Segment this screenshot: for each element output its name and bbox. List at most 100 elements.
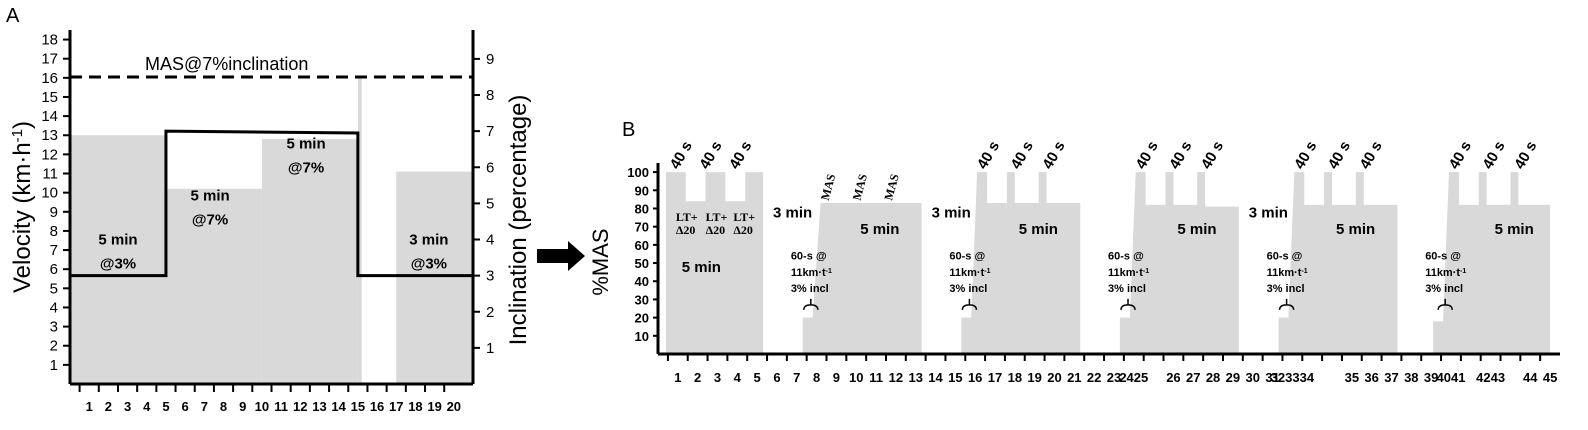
mas-label: MAS [881, 172, 902, 202]
forty-s-label: 40 s [1446, 138, 1475, 172]
b-y-tick-label: 90 [635, 183, 649, 198]
y-tick-label: 10 [41, 185, 58, 202]
b-x-tick-label: 45 [1543, 370, 1557, 385]
b-y-tick-label: 60 [635, 238, 649, 253]
y2-tick-label: 6 [486, 159, 494, 176]
b-y-tick-label: 20 [635, 311, 649, 326]
b-x-tick-label: 16 [968, 370, 982, 385]
b-x-tick-label: 35 [1345, 370, 1359, 385]
five-min-label: 5 min [1177, 221, 1216, 238]
five-min-label: 5 min [860, 221, 899, 238]
three-min-label: 3 min [932, 205, 971, 222]
x-tick-label: 6 [182, 399, 189, 414]
b-x-tick-label: 4041 [1437, 370, 1466, 385]
incl-label: 3% incl [791, 283, 829, 295]
b-y-tick-label: 50 [635, 256, 649, 271]
x-tick-label: 13 [312, 399, 326, 414]
x-tick-label: 20 [447, 399, 461, 414]
b-y-tick-label: 100 [627, 165, 649, 180]
session-block [1119, 172, 1239, 354]
forty-s-label: 40 s [1511, 138, 1540, 172]
three-min-label: 3 min [773, 205, 812, 222]
five-min-label: 5 min [1019, 221, 1058, 238]
x-tick-label: 2 [105, 399, 112, 414]
velocity-blocks [70, 77, 473, 385]
b-x-tick-label: 8 [813, 370, 820, 385]
y-tick-label: 8 [50, 223, 58, 240]
b-x-tick-label: 4243 [1476, 370, 1505, 385]
b-x-tick-label: 17 [988, 370, 1002, 385]
incl-label: 3% incl [1267, 283, 1305, 295]
brace-icon [1120, 298, 1136, 310]
b-y-tick-label: 80 [635, 201, 649, 216]
x-tick-label: 18 [408, 399, 422, 414]
b-x-tick-label: 29 [1226, 370, 1240, 385]
velocity-block [165, 188, 262, 384]
b-x-tick-label: 18 [1008, 370, 1022, 385]
x-tick-label: 3 [124, 399, 131, 414]
sixty-s-label: 60-s @ [791, 250, 827, 262]
y2-tick-label: 3 [486, 268, 494, 285]
five-min-label: 5 min [1495, 221, 1534, 238]
y-tick-label: 1 [50, 357, 58, 374]
b-x-tick-label: 323334 [1271, 370, 1315, 385]
x-tick-label: 17 [389, 399, 403, 414]
speed-label: 11km·t-1 [1108, 267, 1149, 279]
b-x-tick-label: 19 [1027, 370, 1041, 385]
session-block [1433, 172, 1551, 354]
y2-tick-label: 7 [486, 123, 494, 140]
forty-s-label: 40 s [1039, 138, 1068, 172]
b-y-tick-label: 10 [635, 329, 649, 344]
b-x-tick-label: 2 [694, 370, 701, 385]
segment-label-inclination: @3% [100, 255, 136, 272]
b-x-tick-label: 13 [908, 370, 922, 385]
y2-tick-label: 8 [486, 87, 494, 104]
y2-axis-ticks: 1 2 3 4 5 6 7 8 9 [473, 51, 494, 357]
three-min-label: 3 min [1249, 205, 1288, 222]
x-tick-label: 4 [143, 399, 151, 414]
segment-label-inclination: @3% [411, 255, 447, 272]
forty-s-label: 40 s [1479, 138, 1508, 172]
y-tick-label: 6 [50, 261, 58, 278]
b-x-tick-label: 27 [1186, 370, 1200, 385]
sixty-s-label: 60-s @ [949, 250, 985, 262]
b-x-tick-label: 5 [754, 370, 761, 385]
segment-label-inclination: @7% [288, 160, 324, 177]
brace-icon [961, 298, 978, 310]
y2-tick-label: 4 [486, 232, 494, 249]
b-x-tick-label: 9 [833, 370, 840, 385]
brace-icon [1437, 298, 1453, 310]
forty-s-label: 40 s [1008, 138, 1037, 172]
inclination-line [70, 129, 473, 278]
x-tick-label: 19 [427, 399, 441, 414]
incl-label: 3% incl [1425, 283, 1463, 295]
session-block [1278, 172, 1398, 354]
velocity-block [357, 77, 362, 385]
session-block [961, 172, 1081, 354]
b-x-tick-label: 14 [928, 370, 943, 385]
b-y-tick-label: 40 [635, 274, 649, 289]
b-x-tick-label: 12 [889, 370, 903, 385]
session-blocks [665, 172, 1551, 354]
x-tick-label: 8 [220, 399, 227, 414]
b-x-tick-label: 4 [734, 370, 742, 385]
brace-icon [803, 298, 819, 310]
forty-s-label: 40 s [726, 138, 755, 172]
b-x-tick-label: 36 [1364, 370, 1378, 385]
velocity-block [261, 139, 358, 384]
y-tick-label: 18 [41, 32, 58, 49]
speed-label: 11km·t-1 [791, 267, 832, 279]
b-x-tick-label: 20 [1047, 370, 1061, 385]
y-tick-label: 5 [50, 280, 58, 297]
arrow-icon [537, 241, 585, 271]
y-tick-label: 9 [50, 204, 58, 221]
mas-label: MAS [850, 172, 871, 202]
panel-label-b: B [622, 119, 635, 141]
forty-s-label: 40 s [1356, 138, 1385, 172]
y-tick-label: 7 [50, 242, 58, 259]
sixty-s-label: 60-s @ [1108, 250, 1144, 262]
b-x-tick-label: 2425 [1119, 370, 1148, 385]
